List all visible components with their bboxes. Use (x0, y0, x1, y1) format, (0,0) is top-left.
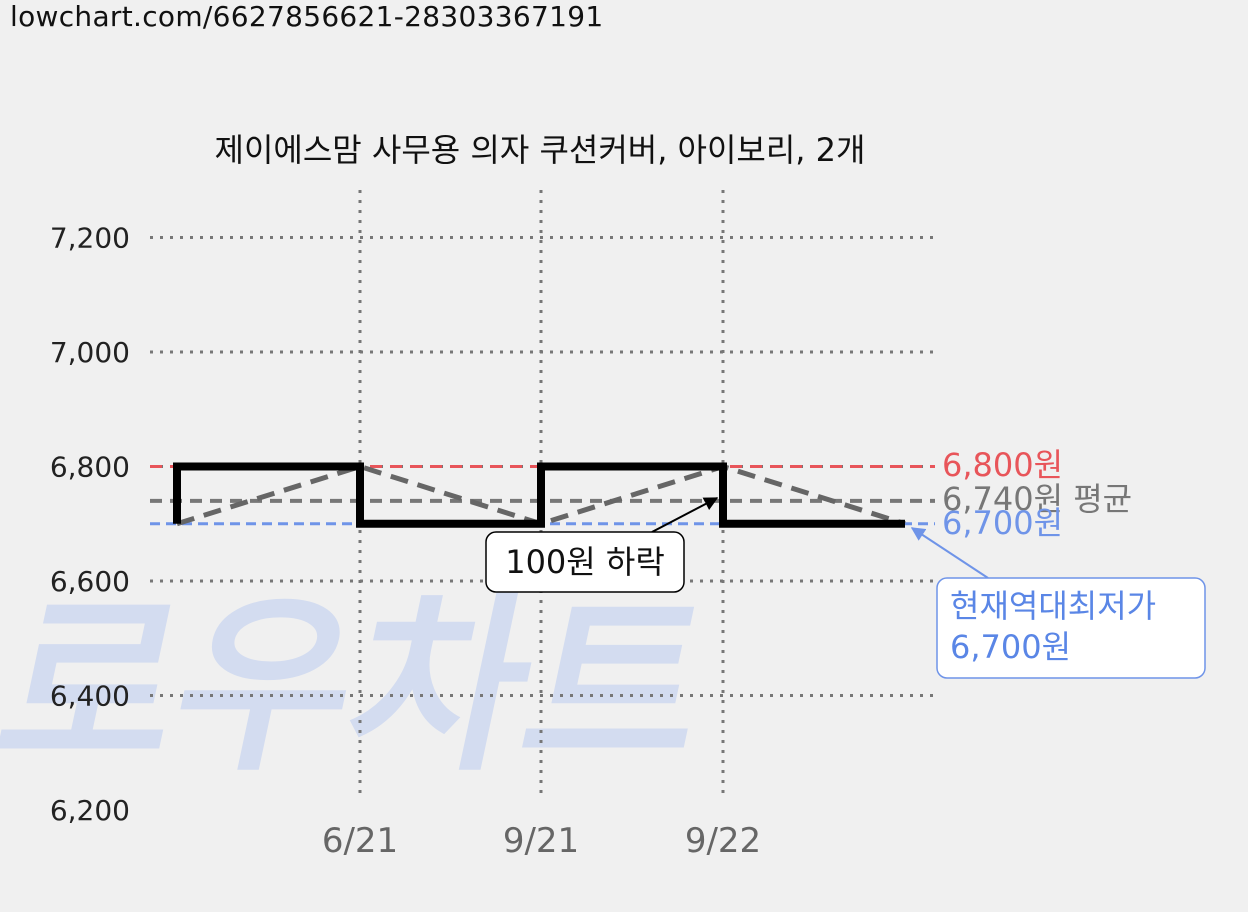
drop-callout-text: 100원 하락 (505, 543, 665, 581)
x-tick-label: 9/22 (685, 821, 761, 861)
y-tick-label: 7,000 (50, 336, 130, 369)
min-callout-line: 현재역대최저가 (950, 587, 1156, 625)
chart-title: 제이에스맘 사무용 의자 쿠션커버, 아이보리, 2개 (215, 131, 866, 169)
min-callout-arrow (910, 527, 989, 579)
y-tick-label: 7,200 (50, 222, 130, 255)
reference-label-max: 6,800원 (942, 446, 1063, 484)
price-step-line (173, 462, 905, 528)
y-tick-label: 6,200 (50, 794, 130, 827)
x-tick-label: 9/21 (503, 821, 579, 861)
series-layer (173, 462, 906, 528)
y-tick-label: 6,400 (50, 680, 130, 713)
reference-label-min: 6,700원 (942, 504, 1063, 542)
reference-label-avg: 6,740원 평균 (942, 480, 1132, 518)
y-tick-label: 6,600 (50, 565, 130, 598)
watermark-logo: 로우차트 (0, 577, 727, 798)
watermark-text: 로우차트 (0, 577, 727, 798)
y-tick-label: 6,800 (50, 451, 130, 484)
min-callout-box (936, 577, 1206, 679)
x-axis-ticks: 6/21 9/21 9/22 (322, 821, 761, 861)
y-axis-ticks: 6,200 6,400 6,600 6,800 7,000 7,200 (50, 222, 130, 828)
drop-arrow (651, 497, 719, 533)
x-tick-label: 6/21 (322, 821, 398, 861)
page-url-text: lowchart.com/6627856621-28303367191 (10, 0, 604, 33)
min-callout-line: 6,700원 (950, 628, 1071, 666)
drop-callout-box (485, 531, 685, 593)
